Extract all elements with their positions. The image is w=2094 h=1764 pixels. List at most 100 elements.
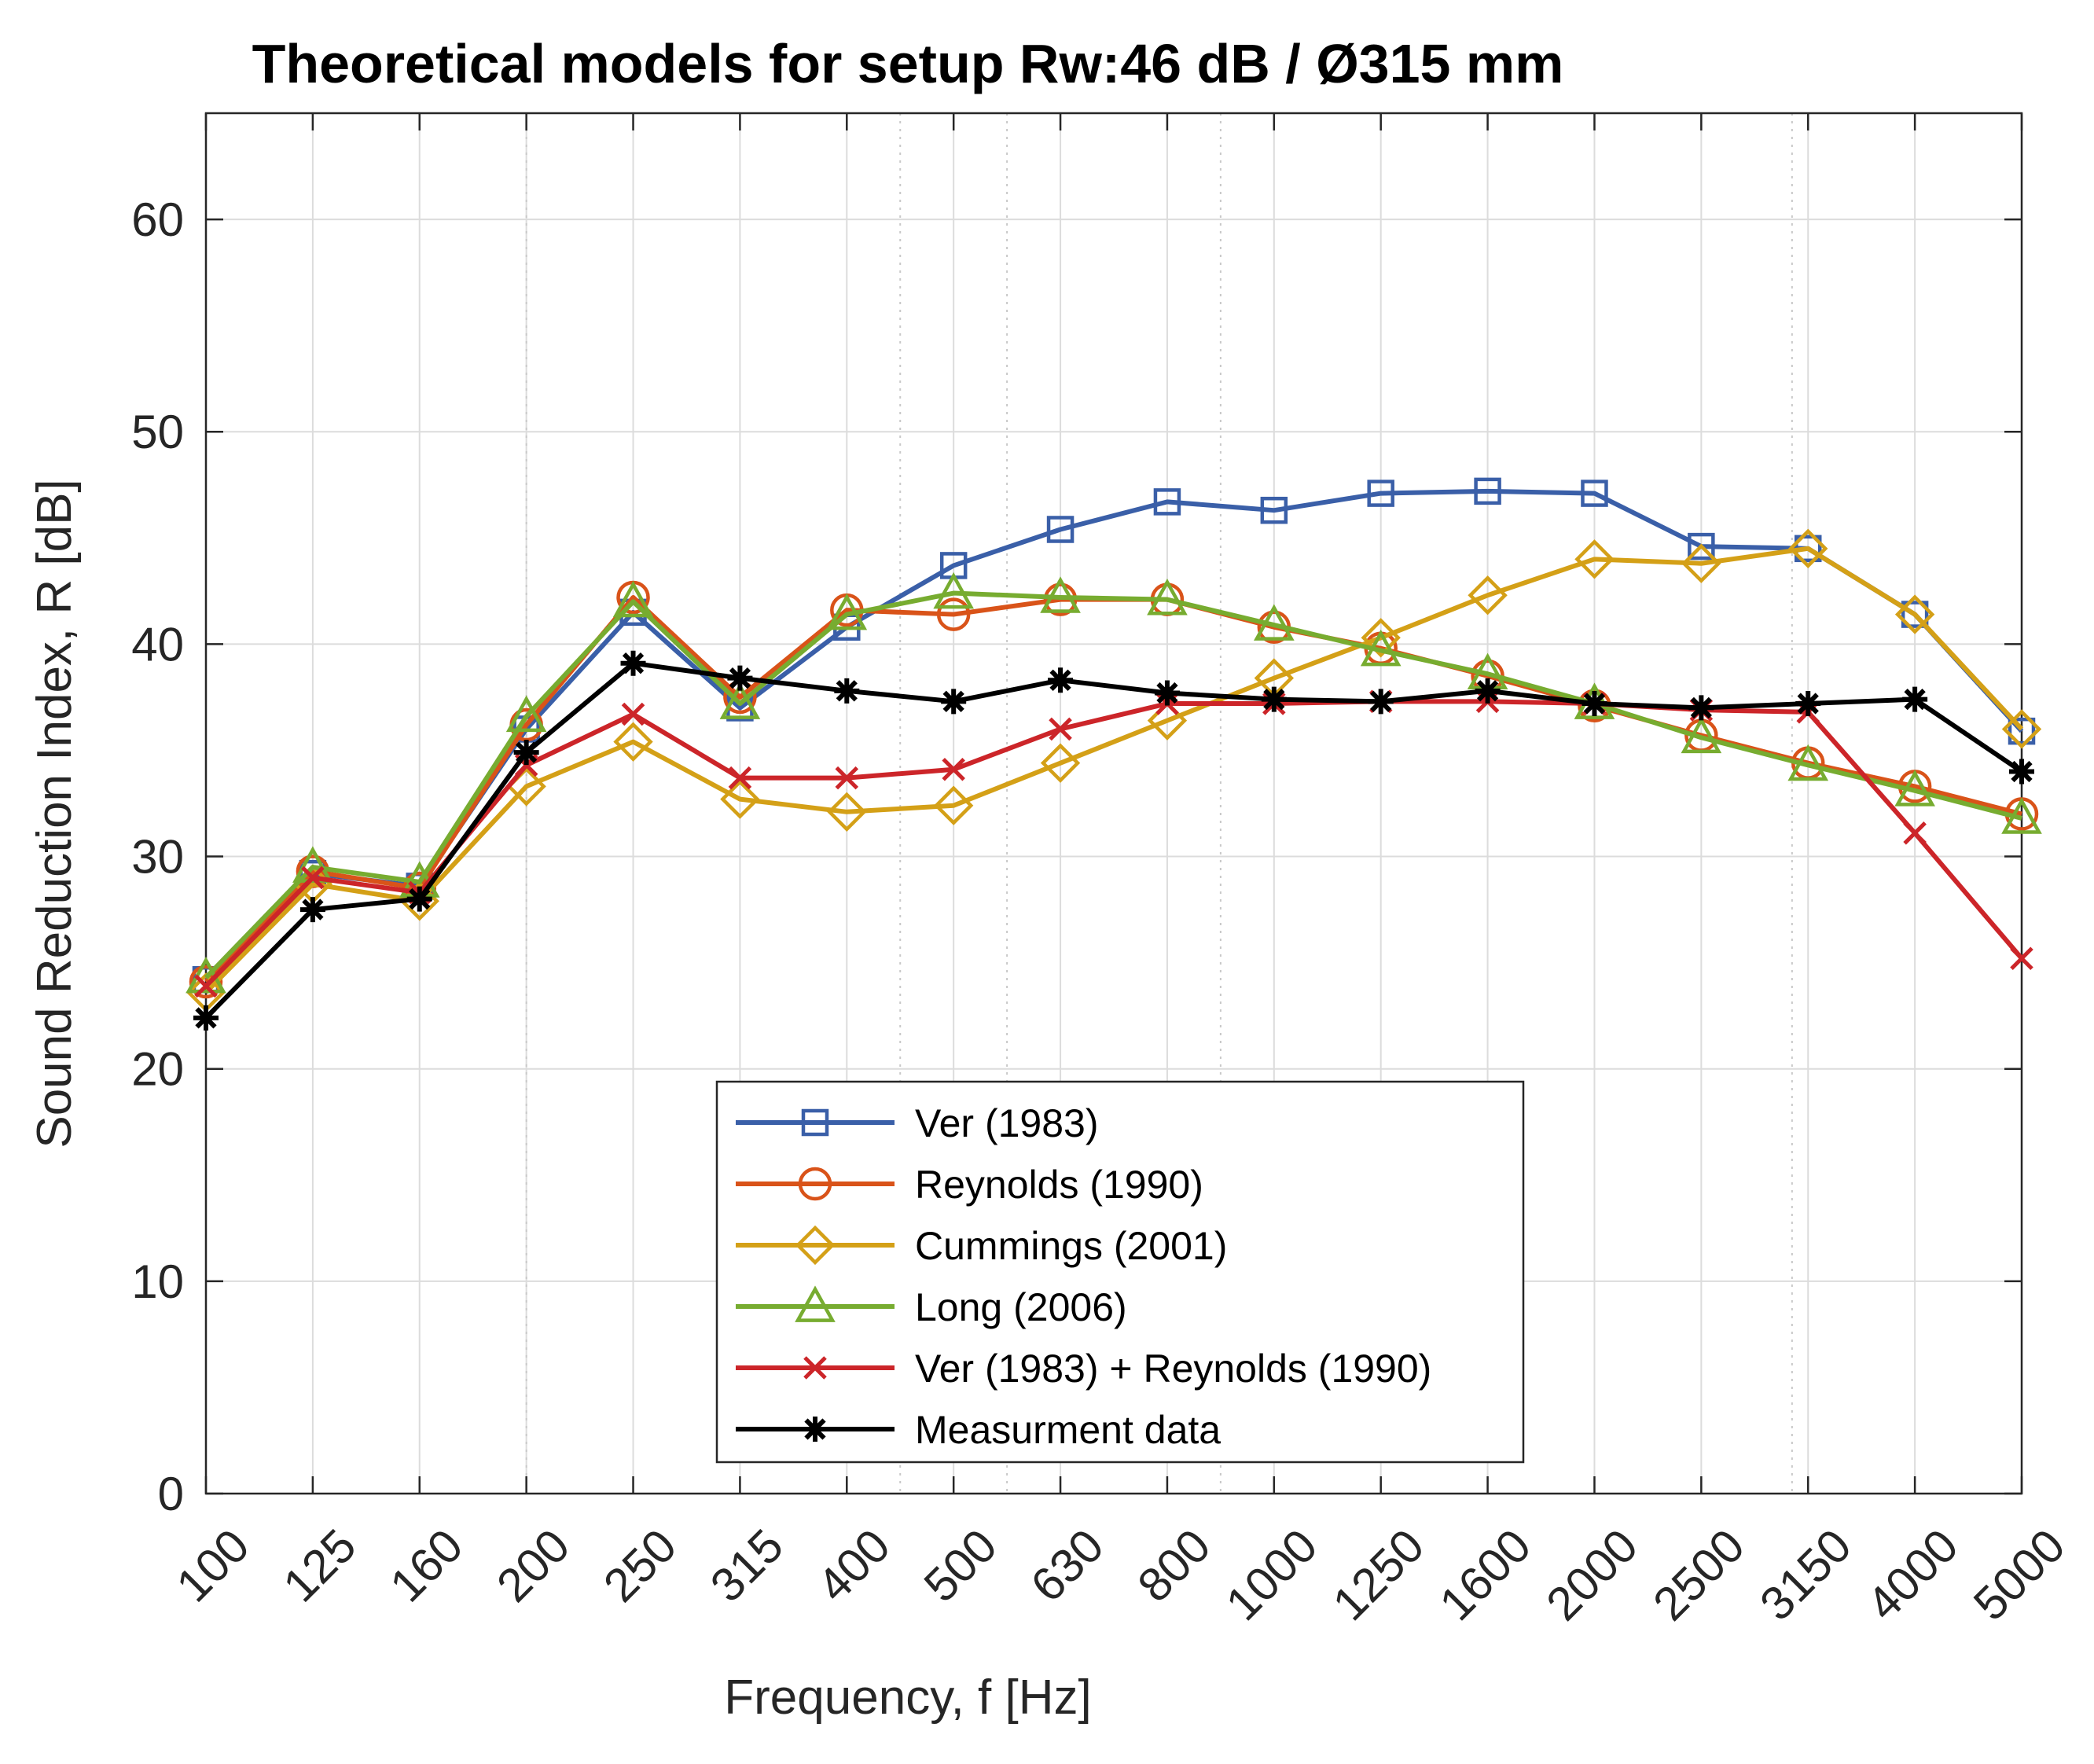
- data-point: [936, 597, 971, 631]
- data-point: [2010, 946, 2033, 970]
- x-axis-label: Frequency, f [Hz]: [724, 1670, 1091, 1725]
- data-point: [1894, 594, 1935, 634]
- data-point: [1681, 716, 1722, 754]
- data-point: [1147, 579, 1188, 616]
- legend-item: Ver (1983) + Reynolds (1990): [736, 1347, 1431, 1391]
- data-point: [193, 1005, 219, 1031]
- data-point: [1360, 629, 1402, 667]
- data-point: [826, 593, 868, 630]
- data-point: [1046, 516, 1075, 543]
- data-point: [301, 865, 325, 890]
- data-point: [941, 689, 967, 715]
- data-point: [1902, 686, 1928, 712]
- data-point: [1574, 539, 1615, 579]
- data-point: [719, 682, 761, 719]
- data-point: [1049, 717, 1072, 741]
- data-point: [613, 722, 653, 762]
- data-point: [1901, 601, 1929, 628]
- series-line: [204, 590, 2022, 979]
- data-point: [505, 695, 547, 733]
- series-line: [204, 699, 2024, 988]
- legend-marker: [795, 1285, 836, 1322]
- data-point: [1788, 528, 1828, 568]
- data-point: [1261, 686, 1287, 712]
- legend-marker: [795, 1225, 836, 1266]
- legend-marker: [803, 1356, 827, 1380]
- legend-marker: [803, 1417, 828, 1442]
- data-point: [1260, 496, 1288, 524]
- legend-box: [715, 1080, 1525, 1464]
- data-point: [2009, 759, 2034, 785]
- legend-item: Measurment data: [736, 1408, 1221, 1452]
- legend-label: Measurment data: [915, 1408, 1221, 1452]
- legend-label: Reynolds (1990): [915, 1163, 1203, 1207]
- y-tick-label: 60: [131, 193, 184, 246]
- data-point: [1894, 770, 1935, 807]
- data-point: [1468, 575, 1508, 616]
- data-point: [1361, 618, 1401, 658]
- data-point: [2008, 717, 2036, 745]
- data-point: [2001, 797, 2042, 834]
- data-point: [1154, 680, 1180, 706]
- data-point: [1475, 678, 1501, 704]
- legend-label: Cummings (2001): [915, 1224, 1227, 1268]
- legend: Ver (1983) Reynolds (1990) Cummings (2001)…: [715, 1080, 1525, 1464]
- y-tick-label: 10: [131, 1255, 184, 1308]
- data-point: [2001, 709, 2042, 749]
- data-point: [1688, 532, 1715, 560]
- y-tick-label: 30: [131, 831, 184, 884]
- y-tick-label: 0: [158, 1468, 184, 1520]
- data-point: [1153, 488, 1181, 516]
- data-point: [1688, 695, 1714, 721]
- y-axis-label: Sound Reduction Index, R [dB]: [28, 479, 82, 1148]
- legend-item: Reynolds (1990): [736, 1163, 1203, 1207]
- series-line: [204, 546, 2024, 994]
- data-point: [194, 974, 218, 998]
- data-point: [1681, 543, 1721, 583]
- data-point: [1367, 480, 1394, 507]
- data-point: [727, 665, 753, 691]
- data-point: [933, 571, 975, 609]
- data-point: [827, 792, 867, 832]
- data-point: [620, 650, 646, 676]
- data-point: [1253, 604, 1295, 641]
- legend-label: Ver (1983): [915, 1101, 1098, 1145]
- y-tick-label: 40: [131, 618, 184, 671]
- data-point: [933, 785, 974, 825]
- data-point: [835, 766, 859, 790]
- data-point: [1903, 821, 1927, 845]
- data-point: [299, 897, 325, 923]
- chart-title: Theoretical models for setup Rw:46 dB / …: [252, 33, 1564, 94]
- data-point: [1795, 691, 1821, 717]
- y-tick-label: 20: [131, 1043, 184, 1096]
- data-point: [1474, 477, 1501, 505]
- data-point: [834, 678, 860, 704]
- series-layer: [186, 477, 2042, 1031]
- legend-marker: [798, 1167, 832, 1201]
- legend-label: Ver (1983) + Reynolds (1990): [915, 1347, 1431, 1391]
- data-point: [1147, 700, 1188, 741]
- data-point: [720, 779, 760, 819]
- data-point: [942, 758, 965, 781]
- data-point: [1040, 743, 1081, 783]
- data-point: [1787, 744, 1829, 781]
- data-point: [1368, 689, 1394, 715]
- data-point: [1040, 576, 1081, 613]
- y-tick-label: 50: [131, 406, 184, 458]
- data-point: [513, 740, 539, 766]
- legend-item: Ver (1983): [736, 1101, 1098, 1145]
- legend-marker: [801, 1108, 829, 1137]
- legend-label: Long (2006): [915, 1285, 1127, 1329]
- legend-item: Cummings (2001): [736, 1224, 1227, 1268]
- data-point: [612, 580, 654, 618]
- data-point: [406, 886, 432, 912]
- data-point: [189, 965, 223, 999]
- data-point: [1581, 480, 1608, 507]
- series-group: [193, 650, 2034, 1031]
- data-point: [728, 766, 752, 790]
- data-point: [621, 702, 645, 726]
- legend-item: Long (2006): [736, 1285, 1127, 1329]
- data-point: [1582, 691, 1607, 717]
- series-line: [204, 660, 2023, 1020]
